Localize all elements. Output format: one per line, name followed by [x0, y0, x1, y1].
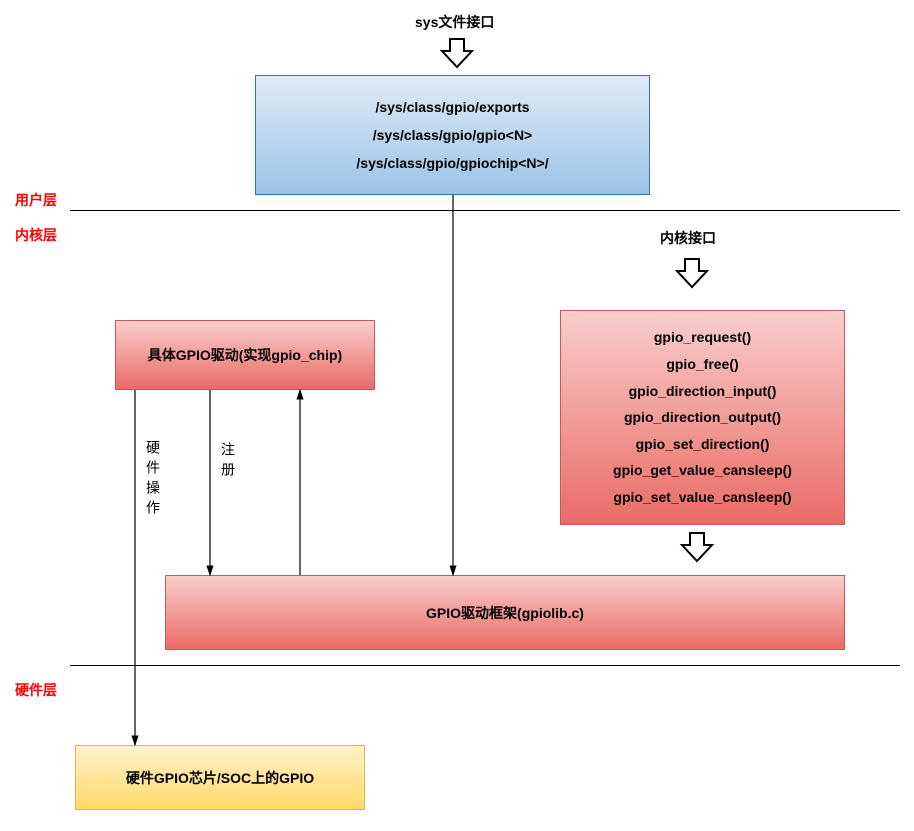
edge-label-register: 注册 — [218, 442, 238, 482]
diagram-canvas: sys文件接口 /sys/class/gpio/exports /sys/cla… — [0, 0, 914, 831]
edges — [0, 0, 914, 831]
edge-label-hwop: 硬件操作 — [143, 440, 163, 520]
